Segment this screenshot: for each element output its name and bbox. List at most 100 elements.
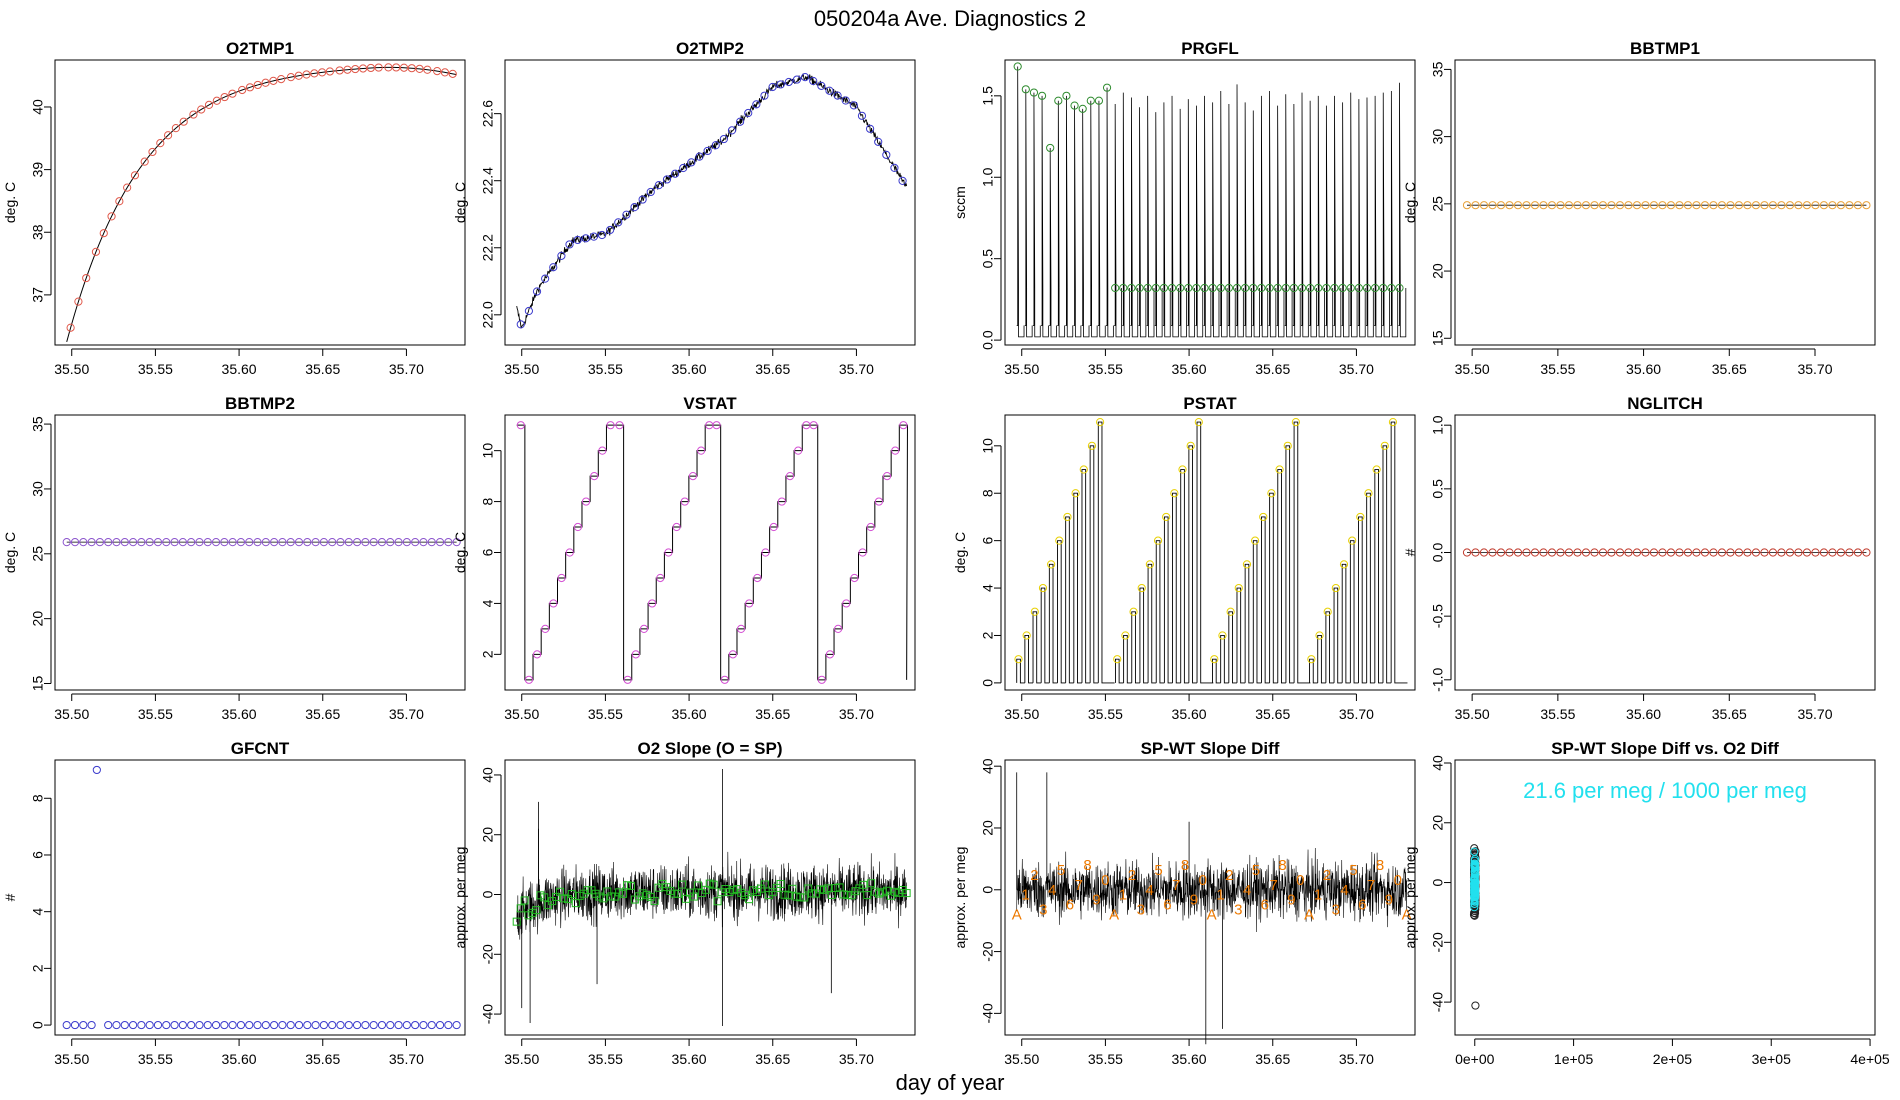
sequence-label: 4 <box>1243 882 1251 899</box>
data-point <box>62 538 71 547</box>
data-point <box>178 1020 187 1030</box>
data-point <box>1556 201 1565 210</box>
data-point <box>1692 548 1701 557</box>
data-point <box>1186 441 1195 450</box>
data-point <box>516 421 525 430</box>
sequence-label: 7 <box>1270 877 1278 894</box>
data-point <box>1632 548 1642 557</box>
data-point <box>1153 536 1163 545</box>
data-point <box>1226 607 1235 616</box>
data-point <box>115 197 124 206</box>
data-point <box>785 472 795 481</box>
data-point <box>163 131 173 140</box>
data-point <box>709 880 718 889</box>
data-point <box>1530 548 1540 557</box>
data-point <box>532 906 541 915</box>
data-point <box>95 538 104 547</box>
data-point <box>1242 560 1252 569</box>
x-tick-label: 35.60 <box>672 1051 707 1067</box>
x-tick-label: 35.70 <box>1797 361 1832 377</box>
data-point <box>104 1020 113 1030</box>
data-point <box>187 538 196 547</box>
data-point <box>1014 655 1023 664</box>
data-point <box>245 538 254 547</box>
x-tick-label: 35.60 <box>222 706 257 722</box>
data-point <box>1496 548 1506 557</box>
data-point <box>433 66 442 76</box>
x-tick-label: 35.65 <box>1255 1051 1290 1067</box>
data-point <box>809 76 818 86</box>
data-point <box>277 74 286 84</box>
data-point <box>1658 548 1667 557</box>
data-point <box>512 917 521 926</box>
x-tick-label: 35.55 <box>1540 361 1575 377</box>
data-point <box>1717 201 1727 210</box>
x-tick-label: 35.60 <box>1172 706 1207 722</box>
data-point <box>1234 583 1243 593</box>
data-point <box>1170 489 1179 498</box>
data-point <box>1734 201 1744 210</box>
data-point <box>711 141 720 150</box>
data-point <box>294 1020 304 1030</box>
data-point <box>352 1020 362 1030</box>
y-axis-label: deg. C <box>2 182 18 223</box>
data-point <box>335 66 344 75</box>
data-point <box>1479 548 1489 557</box>
data-point <box>680 497 689 506</box>
data-point <box>1692 201 1701 210</box>
panel-bbtmp1: BBTMP1 35.50 35.55 35.60 35.65 35.70 15 20 25 30 3… <box>1402 39 1876 377</box>
y-tick-label: 10 <box>980 438 996 454</box>
y-axis-label: approx. per meg <box>1402 847 1418 949</box>
data-point <box>541 274 550 283</box>
data-point <box>261 538 270 547</box>
y-tick-label: 1.0 <box>1430 415 1446 435</box>
data-point <box>1249 283 1258 293</box>
plot-frame <box>504 414 916 691</box>
data-point <box>1289 283 1298 293</box>
sequence-label: 4 <box>1145 882 1153 899</box>
data-point <box>622 210 631 219</box>
sequence-label: 2 <box>1225 867 1233 884</box>
series-line <box>1016 847 1407 933</box>
data-point <box>1054 96 1063 105</box>
data-point <box>1241 283 1250 293</box>
x-tick-label: 35.65 <box>1712 361 1747 377</box>
x-tick-label: 1e+05 <box>1554 1051 1594 1067</box>
y-tick-label: 39 <box>30 162 46 178</box>
x-tick-label: 35.60 <box>222 1051 257 1067</box>
data-point <box>1062 91 1071 100</box>
data-point <box>736 624 746 633</box>
y-tick-label: 30 <box>1430 129 1446 145</box>
x-tick-label: 35.50 <box>54 1051 89 1067</box>
data-point <box>328 538 337 547</box>
plot-frame <box>1454 59 1876 346</box>
y-axis-label: approx. per meg <box>452 847 468 949</box>
data-point <box>697 446 706 455</box>
data-point <box>162 538 171 547</box>
data-point <box>1615 548 1625 557</box>
data-point <box>1802 201 1812 210</box>
data-point <box>112 1020 121 1030</box>
data-point <box>1331 583 1340 593</box>
figure-title: 050204a Ave. Diagnostics 2 <box>814 6 1086 31</box>
data-point <box>1322 283 1331 293</box>
sequence-label: A <box>1012 906 1022 923</box>
data-point <box>1743 548 1752 557</box>
data-point <box>137 538 146 547</box>
data-point <box>369 538 378 547</box>
data-point <box>399 63 409 72</box>
data-point <box>777 497 786 506</box>
data-point <box>407 64 416 73</box>
y-tick-label: 4 <box>30 908 46 916</box>
data-point <box>713 897 722 906</box>
data-point <box>874 137 883 146</box>
y-tick-label: 20 <box>1430 263 1446 279</box>
data-point <box>1071 489 1080 498</box>
data-point <box>1208 283 1217 293</box>
y-axis-label: deg. C <box>1402 182 1418 223</box>
y-tick-label: 25 <box>30 546 46 562</box>
x-tick-label: 35.55 <box>138 361 173 377</box>
data-point <box>1530 201 1540 210</box>
data-point <box>890 163 899 172</box>
panel-title: O2TMP2 <box>676 39 744 58</box>
